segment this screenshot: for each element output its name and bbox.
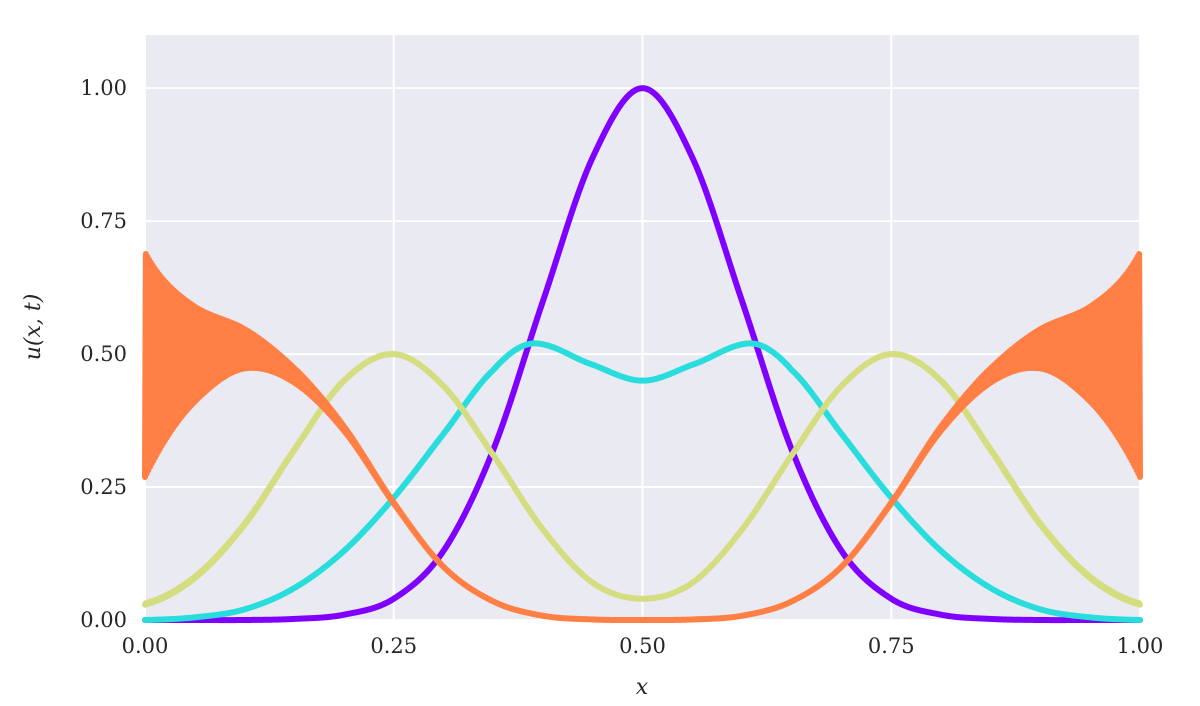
series-line-purple [142, 85, 1143, 624]
y-tick-label-0: 0.00 [80, 608, 127, 632]
x-tick-label-4: 1.00 [1117, 634, 1164, 658]
y-tick-label-1: 0.25 [80, 475, 127, 499]
y-tick-label-4: 1.00 [80, 76, 127, 100]
x-axis-label: x [636, 675, 649, 700]
y-tick-labels: 0.00 0.25 0.50 0.75 1.00 [80, 76, 127, 632]
y-axis-label: u(x, t) [21, 294, 46, 361]
y-tick-label-2: 0.50 [80, 342, 127, 366]
x-tick-label-3: 0.75 [868, 634, 915, 658]
x-tick-label-1: 0.25 [370, 634, 417, 658]
series-group [142, 85, 1143, 624]
x-tick-label-0: 0.00 [122, 634, 169, 658]
series-line-yellow-green [142, 350, 1143, 608]
x-tick-label-2: 0.50 [619, 634, 666, 658]
series-line-orange [142, 250, 1143, 623]
x-tick-labels: 0.00 0.25 0.50 0.75 1.00 [122, 634, 1164, 658]
series-line-cyan [142, 340, 1143, 623]
y-tick-label-3: 0.75 [80, 209, 127, 233]
